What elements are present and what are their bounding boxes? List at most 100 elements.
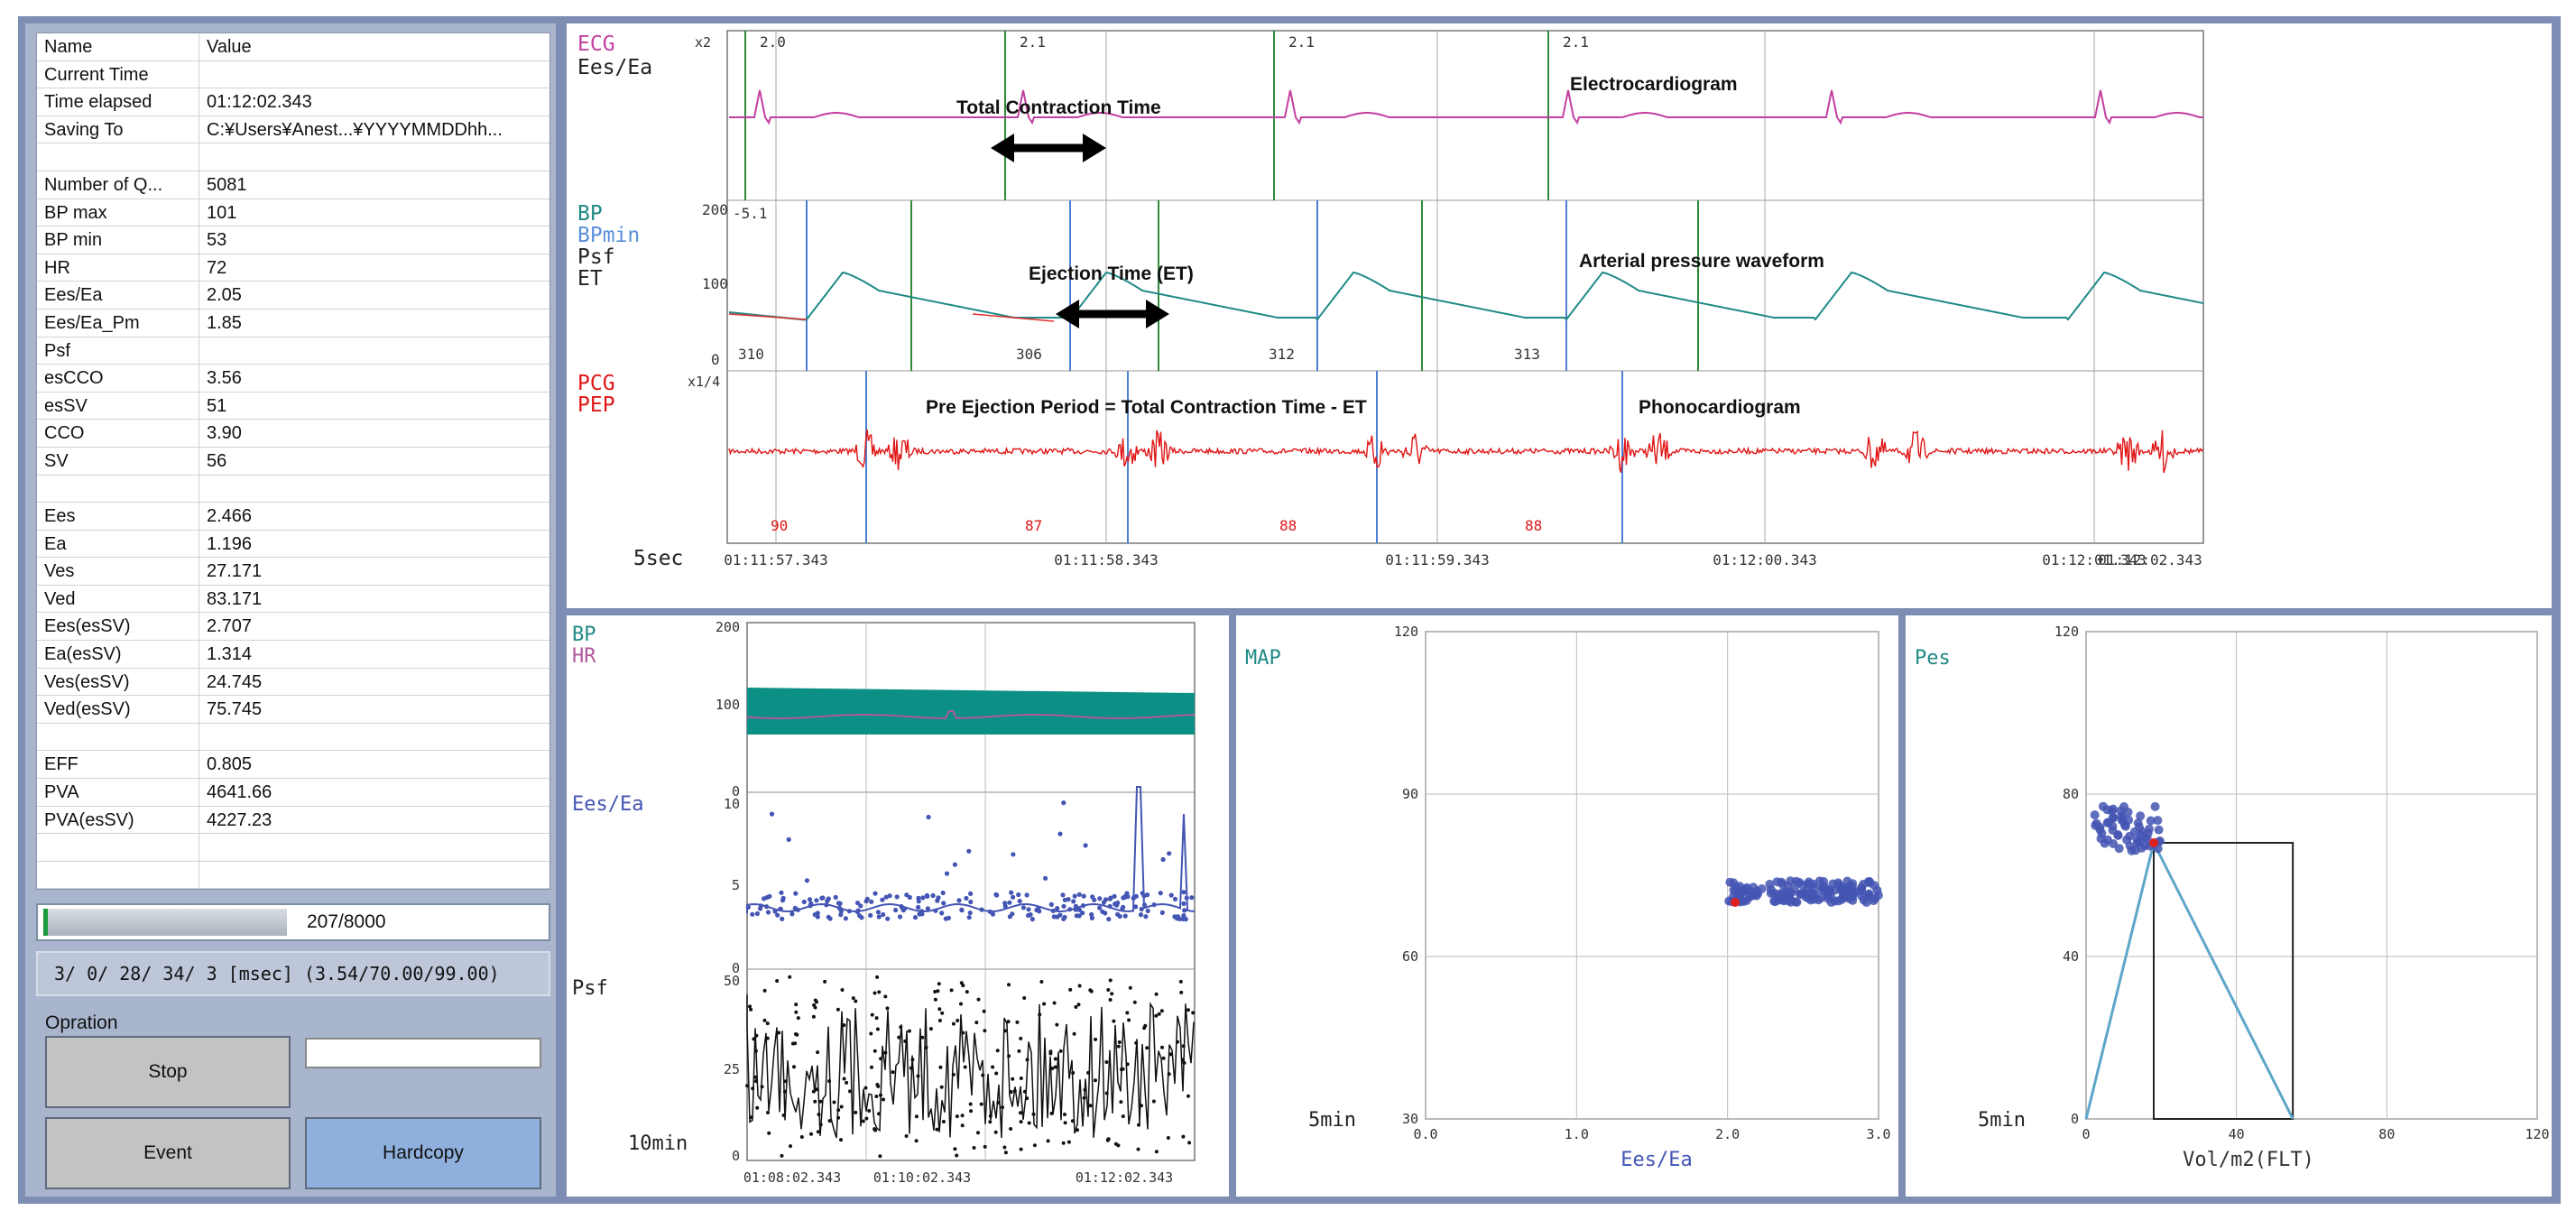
ees-point — [1112, 893, 1117, 899]
param-row[interactable]: EFF 0.805 — [37, 751, 549, 780]
param-row[interactable]: Ves 27.171 — [37, 558, 549, 586]
psf-point — [965, 990, 969, 994]
ees-point — [1007, 914, 1012, 920]
operation-input[interactable] — [305, 1038, 541, 1068]
psf-point — [993, 1130, 998, 1134]
param-row[interactable]: PVA(esSV) 4227.23 — [37, 806, 549, 835]
data-point — [1792, 897, 1802, 907]
ees-point — [1024, 892, 1029, 898]
psf-point — [949, 988, 954, 993]
psf-point — [933, 997, 937, 1002]
param-row[interactable]: BP min 53 — [37, 226, 549, 254]
ees-point — [875, 910, 881, 915]
param-row[interactable]: Ees(esSV) 2.707 — [37, 613, 549, 642]
trend-tick-label: 0 — [732, 783, 740, 799]
hardcopy-button[interactable]: Hardcopy — [305, 1117, 541, 1189]
x-tick-label: 1.0 — [1565, 1126, 1589, 1142]
param-row[interactable]: Current Time — [37, 60, 549, 89]
ees-point — [964, 895, 969, 901]
psf-point — [1027, 1121, 1031, 1125]
param-row[interactable]: Ees/Ea_Pm 1.85 — [37, 309, 549, 337]
psf-point — [1019, 1077, 1023, 1080]
ees-point — [967, 910, 973, 916]
param-row[interactable]: Saving To C:¥Users¥Anest...¥YYYYMMDDhh... — [37, 116, 549, 144]
event-button[interactable]: Event — [45, 1117, 291, 1189]
ees-point — [812, 912, 817, 918]
psf-point — [794, 1010, 799, 1014]
psf-point — [885, 1006, 890, 1011]
param-row[interactable]: Ves(esSV) 24.745 — [37, 668, 549, 697]
data-point — [2090, 810, 2100, 820]
param-name: SV — [37, 447, 199, 475]
param-value: 2.466 — [207, 506, 253, 527]
ees-point — [956, 898, 962, 903]
param-value — [199, 476, 549, 503]
ees-point — [1133, 904, 1139, 910]
param-row[interactable]: Time elapsed 01:12:02.343 — [37, 88, 549, 116]
annotation-pep: Pre Ejection Period = Total Contraction … — [926, 397, 1367, 418]
psf-point — [792, 1065, 796, 1069]
param-row[interactable] — [37, 143, 549, 171]
param-name — [37, 861, 199, 889]
param-row[interactable]: BP max 101 — [37, 199, 549, 227]
ees-point — [873, 891, 878, 896]
param-row[interactable]: esCCO 3.56 — [37, 365, 549, 393]
param-row[interactable]: CCO 3.90 — [37, 420, 549, 448]
data-point — [2135, 822, 2144, 832]
param-row[interactable] — [37, 861, 549, 889]
psf-point — [961, 984, 965, 988]
param-row[interactable]: SV 56 — [37, 447, 549, 476]
psf-point — [941, 1120, 946, 1123]
ees-point — [941, 901, 946, 906]
parameter-grid[interactable]: Name Value Current Time Time elapsed 01:12… — [36, 32, 550, 890]
psf-point — [951, 1021, 956, 1026]
ees-point — [916, 899, 921, 904]
param-row[interactable]: Number of Q... 5081 — [37, 171, 549, 199]
param-row[interactable]: Ees 2.466 — [37, 503, 549, 531]
psf-point — [1106, 988, 1111, 992]
param-row[interactable]: Ea(esSV) 1.314 — [37, 641, 549, 669]
param-row[interactable]: Psf — [37, 337, 549, 365]
ees-point — [868, 912, 873, 918]
ees-point — [1138, 912, 1144, 918]
param-row[interactable]: Ea 1.196 — [37, 530, 549, 559]
psf-point — [1061, 1141, 1066, 1145]
pep-value: 90 — [771, 517, 788, 534]
time-tick-label: 01:12:00.343 — [1713, 551, 1817, 568]
ees-point — [819, 895, 825, 901]
ecg-label: ECG — [577, 32, 615, 56]
ees-point — [1061, 800, 1066, 806]
et-value: 310 — [738, 346, 764, 363]
data-point — [2103, 835, 2112, 845]
param-value: 51 — [207, 395, 227, 416]
param-row[interactable] — [37, 475, 549, 504]
psf-point — [1154, 992, 1159, 996]
data-point — [1798, 888, 1807, 898]
param-row[interactable] — [37, 723, 549, 752]
psf-point — [877, 990, 882, 994]
stop-button[interactable]: Stop — [45, 1036, 291, 1108]
param-name: Current Time — [37, 60, 199, 88]
data-point — [2137, 830, 2147, 840]
psf-point — [1186, 1094, 1190, 1098]
data-point — [1753, 889, 1763, 899]
param-row[interactable]: Ees/Ea 2.05 — [37, 282, 549, 310]
psf-point — [1105, 1138, 1110, 1142]
ees-point — [1189, 895, 1195, 901]
psf-point — [955, 1153, 959, 1158]
psf-label: Psf — [577, 245, 615, 269]
param-row[interactable]: HR 72 — [37, 254, 549, 282]
param-row[interactable]: esSV 51 — [37, 392, 549, 421]
grid-rows: Current Time Time elapsed 01:12:02.343 Savi… — [37, 60, 549, 889]
param-row[interactable] — [37, 834, 549, 862]
param-value — [199, 834, 549, 861]
param-row[interactable]: Ved(esSV) 75.745 — [37, 696, 549, 724]
pes-ylabel: Pes — [1915, 647, 1951, 670]
param-row[interactable]: Ved 83.171 — [37, 585, 549, 614]
psf-point — [935, 1127, 939, 1132]
plot-frame — [1425, 631, 1879, 1120]
param-row[interactable]: PVA 4641.66 — [37, 779, 549, 807]
psf-point — [933, 990, 937, 994]
bp-label: BP — [577, 202, 603, 226]
waveform-time-ticks: 01:11:57.343 01:11:58.343 01:11:59.343 01:1… — [724, 551, 2202, 568]
